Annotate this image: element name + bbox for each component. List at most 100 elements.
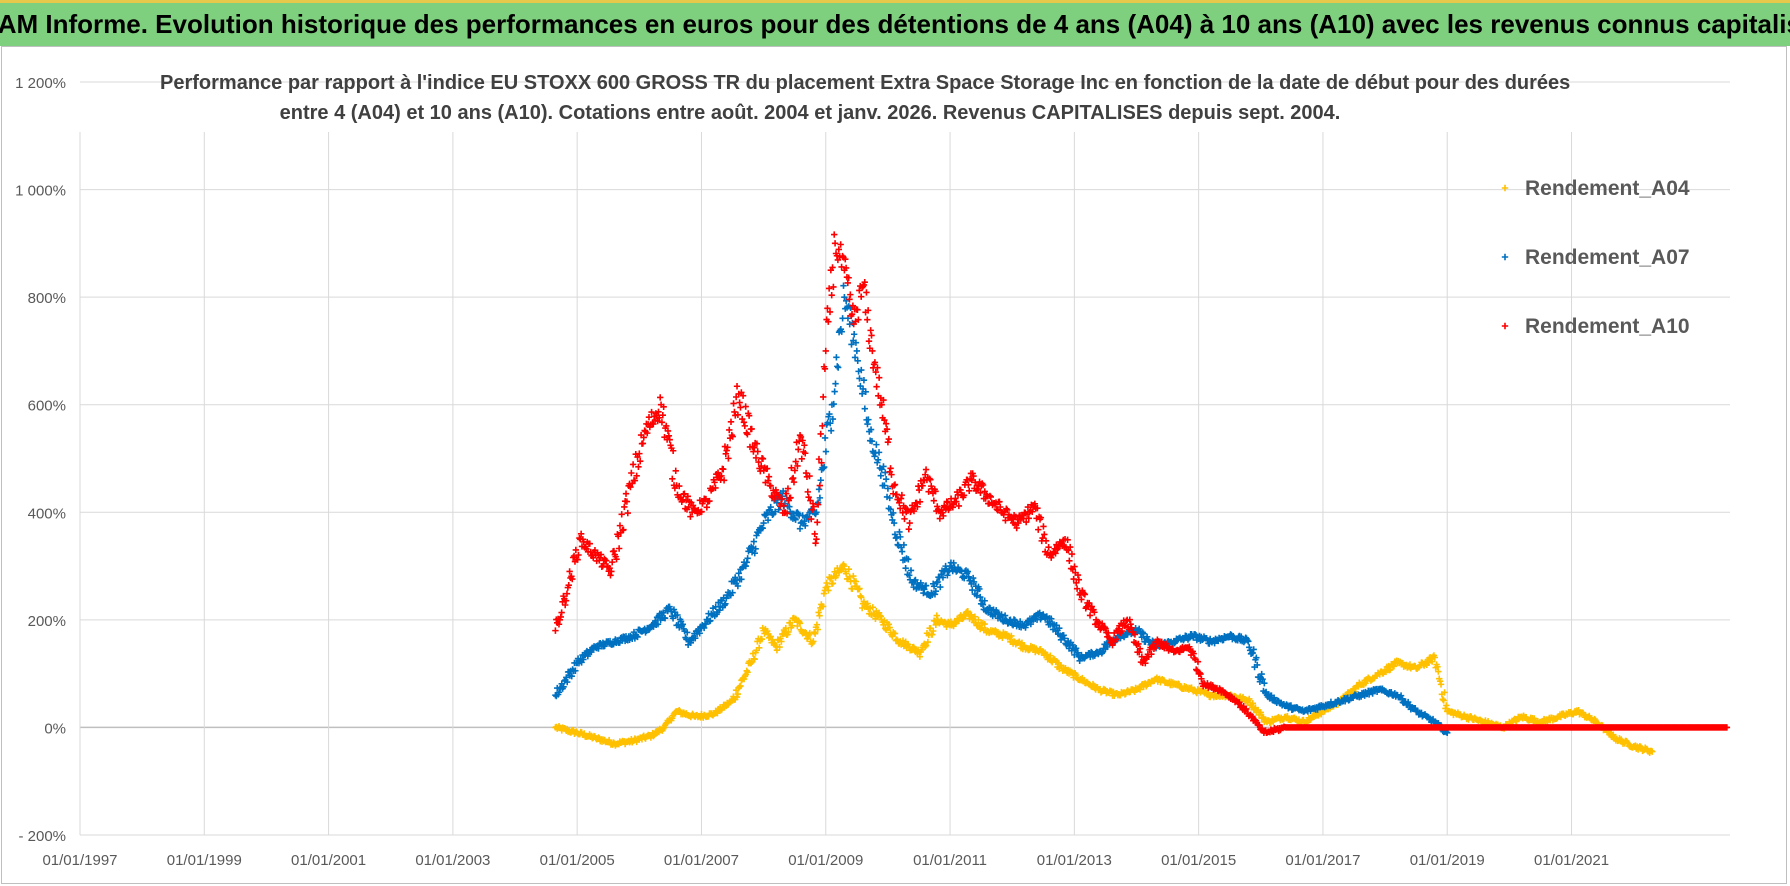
data-point (650, 420, 657, 428)
data-point (894, 541, 901, 548)
data-point (1131, 631, 1139, 638)
data-point (607, 572, 614, 579)
data-point (983, 491, 990, 498)
data-point (1429, 715, 1437, 723)
data-point (658, 419, 666, 426)
data-point (622, 490, 630, 497)
y-axis-ticks: - 200% 0% 200% 400% 600% 800% 1 000% 1 200% (15, 75, 66, 845)
data-point (751, 549, 758, 557)
data-point (1253, 654, 1260, 661)
data-point (1257, 709, 1264, 716)
data-point (812, 510, 819, 518)
data-point (744, 669, 751, 676)
data-point (787, 494, 794, 501)
data-point (570, 552, 578, 560)
data-point (1557, 713, 1565, 721)
data-point (802, 469, 810, 477)
data-point (848, 311, 856, 318)
series-Rendement_A10 (552, 231, 1731, 737)
data-point (1362, 680, 1369, 687)
data-point (602, 557, 610, 564)
data-point (825, 318, 832, 325)
data-point (755, 458, 762, 466)
data-point (757, 462, 765, 470)
data-point (1069, 641, 1076, 649)
data-point (971, 613, 979, 620)
data-point (883, 426, 891, 433)
data-point (764, 516, 772, 524)
data-point (1136, 645, 1144, 652)
data-point (1249, 649, 1256, 657)
data-point (792, 516, 799, 523)
data-point (684, 493, 692, 500)
data-point (901, 515, 908, 523)
data-point (1047, 652, 1054, 659)
data-point (1158, 638, 1165, 646)
data-point (812, 540, 819, 547)
data-point (867, 327, 874, 334)
data-point (969, 574, 977, 582)
data-point (1105, 634, 1113, 641)
data-point (1390, 663, 1398, 670)
data-point (874, 364, 881, 371)
data-point (666, 603, 673, 610)
data-point (921, 643, 929, 650)
data-point (618, 511, 625, 518)
chart-title-line2: entre 4 (A04) et 10 ans (A10). Cotations… (279, 102, 1341, 124)
data-point (744, 431, 751, 438)
x-tick-label: 01/01/2009 (788, 852, 863, 869)
data-point (1045, 543, 1052, 551)
data-point (1434, 663, 1441, 670)
data-point (816, 494, 824, 502)
data-point (1076, 657, 1083, 664)
data-point (1057, 636, 1065, 644)
data-point (827, 575, 834, 582)
data-point (898, 491, 906, 499)
data-point (814, 626, 821, 633)
data-point (1024, 503, 1032, 511)
legend-marker (1501, 253, 1509, 261)
data-point (834, 363, 841, 370)
data-point (773, 499, 781, 506)
data-point (716, 606, 723, 614)
data-point (778, 495, 786, 503)
legend-label: Rendement_A10 (1525, 315, 1690, 338)
data-point (750, 538, 758, 545)
data-point (742, 562, 750, 570)
data-point (981, 597, 988, 604)
data-point (1003, 505, 1010, 512)
data-point (696, 497, 704, 504)
data-point (1008, 516, 1015, 523)
data-point (734, 690, 742, 698)
data-point (588, 648, 595, 656)
data-point (940, 512, 947, 520)
data-point (669, 447, 677, 454)
data-point (665, 432, 673, 440)
data-point (1031, 500, 1039, 508)
data-point (822, 448, 830, 455)
data-point (833, 354, 840, 361)
data-point (780, 502, 787, 509)
data-point (815, 455, 823, 463)
data-point (1249, 700, 1256, 707)
data-point (733, 383, 741, 390)
data-point (809, 500, 817, 507)
data-point (743, 559, 750, 566)
data-point (606, 564, 613, 572)
data-point (936, 515, 944, 522)
data-point (552, 627, 559, 634)
data-point (801, 442, 808, 449)
data-point (880, 463, 887, 470)
data-point (810, 503, 818, 510)
x-tick-label: 01/01/2015 (1161, 852, 1236, 869)
data-point (821, 463, 828, 471)
data-point (815, 609, 822, 616)
data-point (656, 414, 663, 421)
data-point (835, 246, 843, 253)
data-point (814, 501, 822, 508)
data-point (848, 341, 855, 348)
data-point (931, 591, 939, 598)
data-point (842, 256, 849, 263)
data-point (857, 592, 864, 600)
y-tick-label: 800% (28, 290, 66, 307)
